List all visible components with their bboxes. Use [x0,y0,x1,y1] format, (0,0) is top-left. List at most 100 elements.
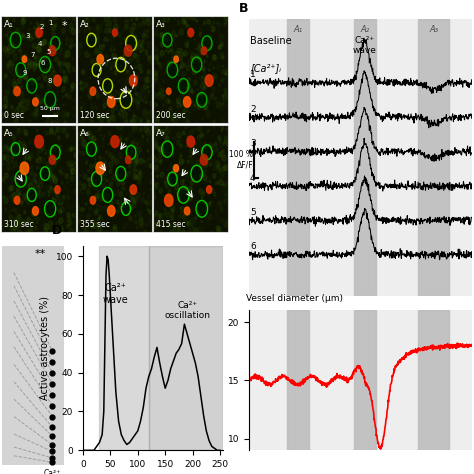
Circle shape [124,173,125,175]
Circle shape [155,166,159,172]
Circle shape [169,153,170,155]
Circle shape [135,92,137,95]
Circle shape [1,155,5,160]
Circle shape [3,104,6,109]
Circle shape [23,55,25,57]
Circle shape [210,24,213,28]
Circle shape [59,59,60,61]
Circle shape [135,175,138,179]
Circle shape [108,143,110,145]
Circle shape [123,205,128,212]
Text: 5: 5 [250,208,255,217]
Circle shape [130,185,137,194]
Circle shape [172,31,175,36]
Circle shape [113,225,117,230]
Circle shape [6,17,9,21]
Circle shape [156,93,160,99]
Circle shape [203,103,207,109]
Circle shape [83,173,87,179]
Circle shape [102,168,104,170]
Circle shape [182,72,186,77]
Circle shape [34,55,36,59]
Circle shape [197,148,198,150]
Circle shape [12,41,15,45]
Circle shape [180,191,187,200]
Circle shape [82,183,86,189]
Circle shape [36,35,37,38]
Circle shape [82,87,85,91]
Circle shape [174,56,178,63]
Circle shape [113,104,117,109]
Circle shape [95,197,97,200]
Circle shape [105,191,110,199]
Circle shape [52,146,53,149]
Circle shape [31,211,35,216]
Circle shape [74,162,76,164]
Circle shape [89,145,94,153]
Circle shape [105,161,107,164]
Circle shape [40,84,43,88]
Circle shape [128,108,130,110]
Circle shape [134,157,138,163]
Circle shape [17,172,19,176]
Circle shape [70,148,72,151]
Circle shape [130,195,133,199]
Circle shape [109,169,111,173]
Circle shape [217,23,220,27]
Circle shape [50,186,52,190]
Circle shape [53,148,58,156]
Text: 9: 9 [23,70,27,76]
Circle shape [188,196,191,201]
Circle shape [40,99,44,104]
Circle shape [118,152,122,158]
Circle shape [138,64,142,70]
Circle shape [168,18,169,20]
Circle shape [63,195,65,198]
Circle shape [96,93,100,98]
Circle shape [150,164,153,168]
Circle shape [55,119,59,124]
Circle shape [120,116,123,120]
Circle shape [128,89,130,91]
Circle shape [145,95,147,99]
Circle shape [130,109,131,110]
Circle shape [5,155,9,161]
Circle shape [28,177,30,179]
Circle shape [205,143,208,146]
Circle shape [164,36,170,44]
Circle shape [106,87,109,91]
Circle shape [26,221,27,223]
Circle shape [178,104,180,106]
Circle shape [101,46,104,51]
Circle shape [207,188,208,191]
Circle shape [114,66,115,67]
Bar [149,246,223,450]
Circle shape [135,156,138,161]
Circle shape [5,106,7,109]
Circle shape [4,224,7,227]
Circle shape [184,63,186,66]
Circle shape [165,50,166,51]
Circle shape [101,218,103,220]
Circle shape [218,46,220,49]
Circle shape [191,161,195,166]
Circle shape [52,148,55,153]
Circle shape [21,201,23,204]
Circle shape [127,70,128,73]
Circle shape [7,47,10,51]
Circle shape [128,45,131,48]
Circle shape [110,48,111,50]
Circle shape [146,117,150,122]
Circle shape [55,226,59,233]
Circle shape [48,75,52,80]
Circle shape [165,20,167,23]
Circle shape [27,81,28,82]
Circle shape [50,121,53,125]
Circle shape [223,220,224,221]
Circle shape [219,45,222,50]
Circle shape [224,182,227,187]
Circle shape [138,147,142,152]
Circle shape [100,24,101,26]
Circle shape [63,104,64,106]
Circle shape [222,166,226,171]
